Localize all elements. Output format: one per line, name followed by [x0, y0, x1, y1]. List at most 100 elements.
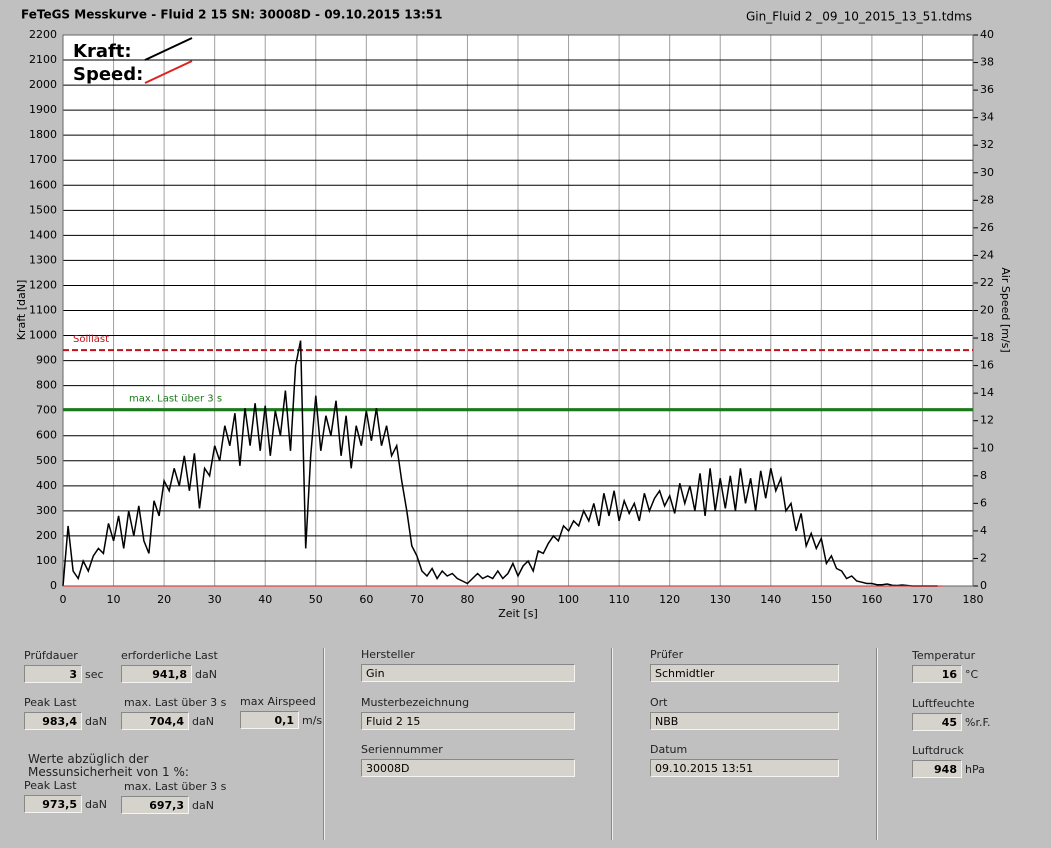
y2-tick-label: 26: [980, 221, 994, 234]
x-tick-label: 100: [558, 593, 579, 606]
x-tick-label: 50: [309, 593, 323, 606]
x-tick-label: 150: [811, 593, 832, 606]
field-label: Datum: [650, 743, 688, 756]
x-tick-label: 40: [258, 593, 272, 606]
y-tick-label: 100: [36, 554, 57, 567]
file-name: Gin_Fluid 2 _09_10_2015_13_51.tdms: [746, 10, 972, 24]
field-label: erforderliche Last: [121, 649, 218, 662]
y2-tick-label: 0: [980, 579, 987, 592]
field-label: max. Last über 3 s: [124, 780, 227, 793]
x-tick-label: 10: [107, 593, 121, 606]
y-tick-label: 1400: [29, 228, 57, 241]
y-tick-label: 2200: [29, 28, 57, 41]
x-tick-label: 110: [609, 593, 630, 606]
y-tick-label: 2000: [29, 78, 57, 91]
separator: [611, 648, 613, 840]
field-value: 941,8: [121, 665, 192, 683]
y-tick-label: 300: [36, 504, 57, 517]
field-unit: daN: [85, 715, 107, 728]
field-unit: daN: [192, 799, 214, 812]
y2-tick-label: 2: [980, 551, 987, 564]
field-label: Luftfeuchte: [912, 697, 975, 710]
x-tick-label: 120: [659, 593, 680, 606]
legend-label: Speed:: [73, 64, 143, 85]
field-value: 3: [24, 665, 82, 683]
field-value: Schmidtler: [650, 664, 839, 682]
y-tick-label: 1000: [29, 329, 57, 342]
y2-tick-label: 34: [980, 111, 994, 124]
field-value: 0,1: [240, 711, 299, 729]
y-tick-label: 800: [36, 379, 57, 392]
field-value: 948: [912, 760, 962, 778]
x-tick-label: 70: [410, 593, 424, 606]
y2-tick-label: 28: [980, 193, 994, 206]
series-line: [62, 340, 938, 587]
y2-tick-label: 6: [980, 496, 987, 509]
y-tick-label: 1700: [29, 153, 57, 166]
y2-tick-label: 40: [980, 28, 994, 41]
field-value: 704,4: [121, 712, 189, 730]
note-line: Werte abzüglich der: [28, 752, 149, 766]
field-value: Gin: [361, 664, 575, 682]
separator: [323, 648, 325, 840]
y2-tick-label: 10: [980, 441, 994, 454]
y-tick-label: 1100: [29, 304, 57, 317]
field-value: 09.10.2015 13:51: [650, 759, 839, 777]
field-value: 697,3: [121, 796, 189, 814]
reference-label: max. Last über 3 s: [129, 394, 222, 405]
field-value: 973,5: [24, 795, 82, 813]
field-unit: °C: [965, 668, 979, 681]
field-label: Prüfer: [650, 648, 684, 661]
field-unit: %r.F.: [965, 716, 991, 729]
y-tick-label: 400: [36, 479, 57, 492]
y2-tick-label: 12: [980, 414, 994, 427]
field-label: Hersteller: [361, 648, 415, 661]
x-tick-label: 140: [760, 593, 781, 606]
y2-tick-label: 20: [980, 304, 994, 317]
field-label: Prüfdauer: [24, 649, 78, 662]
chart: FeTeGS Messkurve - Fluid 2 15 SN: 30008D…: [15, 8, 1012, 621]
field-unit: hPa: [965, 763, 985, 776]
y-tick-label: 700: [36, 404, 57, 417]
y2-tick-label: 38: [980, 56, 994, 69]
y2-tick-label: 36: [980, 83, 994, 96]
x-tick-label: 130: [710, 593, 731, 606]
y-tick-label: 2100: [29, 53, 57, 66]
field-label: Musterbezeichnung: [361, 696, 470, 709]
field-label: max. Last über 3 s: [124, 696, 227, 709]
y2-tick-label: 8: [980, 469, 987, 482]
field-label: Seriennummer: [361, 743, 443, 756]
y-tick-label: 1500: [29, 203, 57, 216]
legend-swatch: [144, 37, 193, 61]
page-title: FeTeGS Messkurve - Fluid 2 15 SN: 30008D…: [21, 8, 443, 22]
y2-axis-label: Air Speed [m/s]: [999, 267, 1012, 352]
y-tick-label: 1200: [29, 278, 57, 291]
x-tick-label: 0: [60, 593, 67, 606]
field-label: Ort: [650, 696, 668, 709]
y-tick-label: 1900: [29, 103, 57, 116]
note: Werte abzüglich der Messunsicherheit von …: [28, 753, 189, 779]
x-tick-label: 170: [912, 593, 933, 606]
separator: [876, 648, 878, 840]
field-value: 983,4: [24, 712, 82, 730]
x-axis-label: Zeit [s]: [498, 607, 537, 620]
field-label: Temperatur: [912, 649, 976, 662]
x-tick-label: 90: [511, 593, 525, 606]
y-tick-label: 500: [36, 454, 57, 467]
field-unit: daN: [85, 798, 107, 811]
y2-tick-label: 14: [980, 386, 994, 399]
y-axis-label: Kraft [daN]: [15, 280, 28, 341]
field-label: max Airspeed: [240, 695, 316, 708]
field-unit: m/s: [302, 714, 323, 727]
y2-tick-label: 16: [980, 359, 994, 372]
y-tick-label: 1300: [29, 253, 57, 266]
x-tick-label: 160: [861, 593, 882, 606]
field-value: 45: [912, 713, 962, 731]
y-tick-label: 200: [36, 529, 57, 542]
field-value: 16: [912, 665, 962, 683]
legend-label: Kraft:: [73, 41, 132, 62]
field-value: NBB: [650, 712, 839, 730]
field-label: Peak Last: [24, 779, 77, 792]
x-tick-label: 30: [208, 593, 222, 606]
